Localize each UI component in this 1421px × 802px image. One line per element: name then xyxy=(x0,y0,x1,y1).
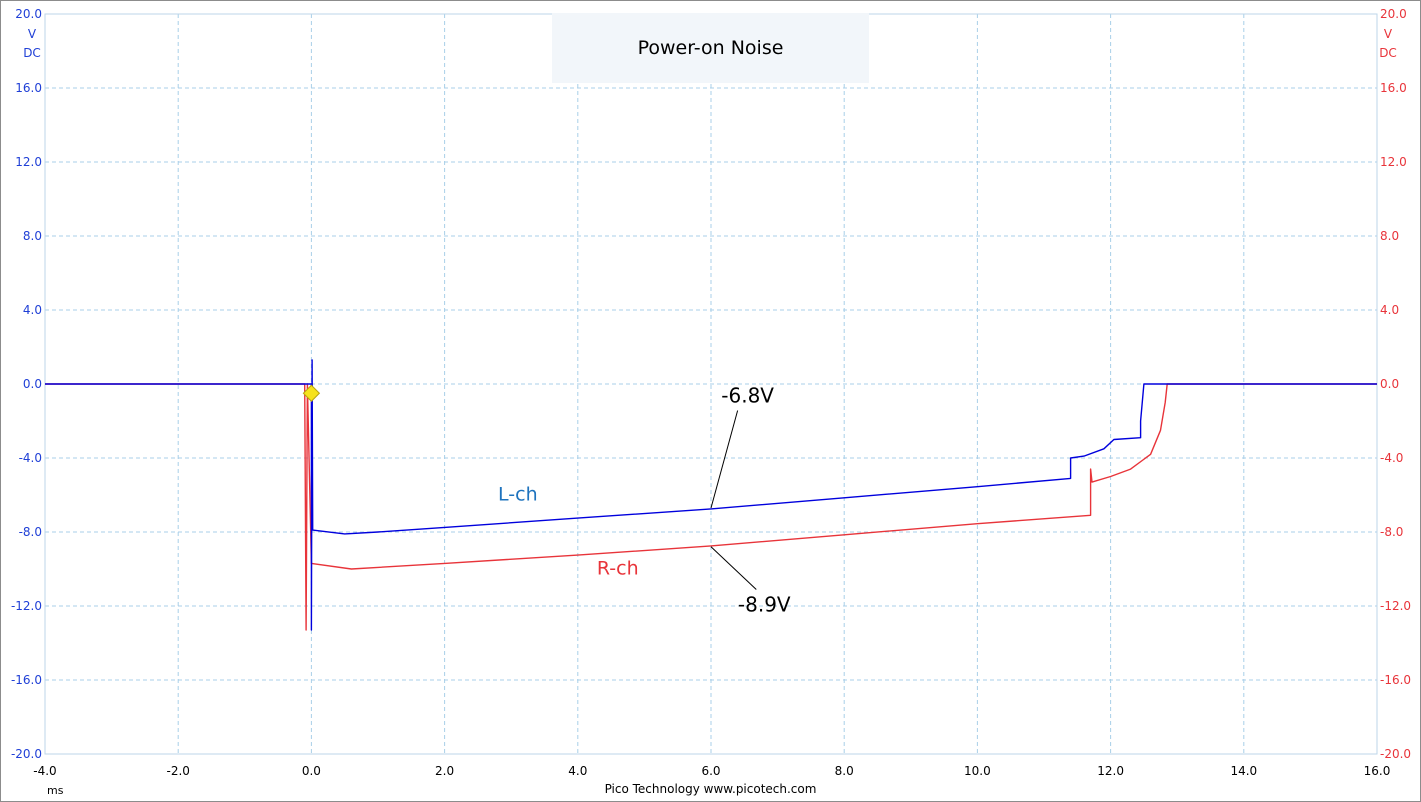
grid xyxy=(45,14,1377,754)
annotation-leader-line xyxy=(710,546,757,590)
y-left-tick-label: -8.0 xyxy=(19,525,42,539)
x-tick-label: 14.0 xyxy=(1230,764,1257,778)
y-left-tick-label: -4.0 xyxy=(19,451,42,465)
x-tick-label: -2.0 xyxy=(166,764,189,778)
y-left-tick-label: -20.0 xyxy=(11,747,42,761)
voltage-annotation: -8.9V xyxy=(738,593,791,617)
y-right-tick-label: -12.0 xyxy=(1380,599,1411,613)
chart-title-box: Power-on Noise xyxy=(552,13,869,83)
y-left-tick-label: 4.0 xyxy=(23,303,42,317)
traces xyxy=(45,359,1377,631)
annotations: -6.8V -8.9V L-ch R-ch xyxy=(498,384,791,617)
x-tick-label: 10.0 xyxy=(964,764,991,778)
y-right-tick-label: -20.0 xyxy=(1380,747,1411,761)
y-right-tick-label: 16.0 xyxy=(1380,81,1407,95)
series-label: R-ch xyxy=(597,558,639,580)
y-right-tick-label: -4.0 xyxy=(1380,451,1403,465)
tick-labels: -4.0 -2.0 0.0 2.0 4.0 6.0 8.0 10.0 12.0 14.0 16.0 2… xyxy=(11,7,1411,778)
y-left-unit-label: V xyxy=(28,27,37,41)
x-tick-label: 2.0 xyxy=(435,764,454,778)
y-left-tick-label: 8.0 xyxy=(23,229,42,243)
y-right-tick-label: 4.0 xyxy=(1380,303,1399,317)
y-right-tick-label: 20.0 xyxy=(1380,7,1407,21)
y-right-tick-label: -8.0 xyxy=(1380,525,1403,539)
y-left-tick-label: 0.0 xyxy=(23,377,42,391)
y-left-tick-label: -12.0 xyxy=(11,599,42,613)
y-left-unit-label: DC xyxy=(23,46,41,60)
series-trace-l-ch xyxy=(45,359,1377,631)
footer-credit: Pico Technology www.picotech.com xyxy=(604,782,817,796)
y-left-tick-label: 16.0 xyxy=(15,81,42,95)
y-left-tick-label: 12.0 xyxy=(15,155,42,169)
x-tick-label: 0.0 xyxy=(302,764,321,778)
x-tick-label: 12.0 xyxy=(1097,764,1124,778)
x-tick-label: -4.0 xyxy=(33,764,56,778)
x-tick-label: 6.0 xyxy=(701,764,720,778)
chart-title: Power-on Noise xyxy=(637,37,784,59)
y-right-tick-label: 8.0 xyxy=(1380,229,1399,243)
y-right-unit-label: V xyxy=(1384,27,1393,41)
y-left-tick-label: -16.0 xyxy=(11,673,42,687)
x-tick-label: 8.0 xyxy=(835,764,854,778)
y-right-tick-label: -16.0 xyxy=(1380,673,1411,687)
y-right-tick-label: 0.0 xyxy=(1380,377,1399,391)
x-axis-unit-label: ms xyxy=(47,784,64,797)
annotation-leader-line xyxy=(710,410,739,509)
y-left-tick-label: 20.0 xyxy=(15,7,42,21)
trigger-marker xyxy=(302,384,321,402)
y-right-tick-label: 12.0 xyxy=(1380,155,1407,169)
x-tick-label: 16.0 xyxy=(1364,764,1391,778)
series-trace-r-ch xyxy=(45,383,1377,631)
x-tick-label: 4.0 xyxy=(568,764,587,778)
y-right-unit-label: DC xyxy=(1379,46,1397,60)
voltage-annotation: -6.8V xyxy=(721,384,774,408)
series-label: L-ch xyxy=(498,484,538,506)
